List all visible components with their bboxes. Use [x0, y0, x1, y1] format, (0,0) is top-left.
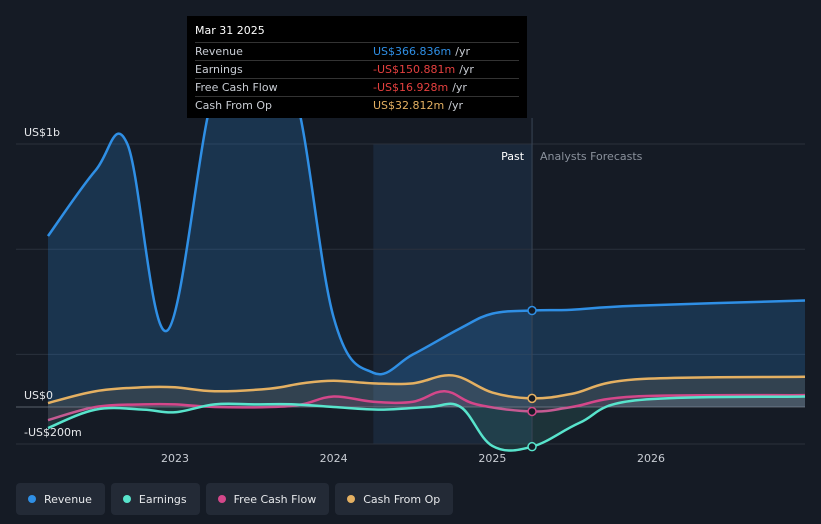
legend-label: Free Cash Flow	[233, 492, 317, 506]
tooltip-value: US$32.812m	[373, 99, 445, 112]
tooltip-label: Free Cash Flow	[195, 81, 278, 94]
free-cash-flow-line	[47, 389, 806, 422]
legend-dot-icon	[122, 495, 131, 503]
tooltip-row-cash-from-op: Cash From Op US$32.812m /yr	[195, 96, 519, 114]
legend-dot-icon	[347, 495, 356, 503]
revenue-area	[48, 69, 805, 408]
revenue-line	[46, 68, 806, 376]
legend-label: Earnings	[138, 492, 187, 506]
earnings-line	[47, 395, 806, 452]
tooltip-value: -US$16.928m	[373, 81, 449, 94]
x-tick-label: 2026	[637, 452, 665, 465]
forecast-label: Analysts Forecasts	[540, 150, 643, 163]
legend-item-cash-from-op[interactable]: Cash From Op	[335, 483, 454, 515]
earnings-area	[48, 396, 805, 451]
tooltip-unit: /yr	[452, 81, 467, 94]
tooltip-value: -US$150.881m	[373, 63, 456, 76]
y-label-top: US$1b	[24, 126, 60, 139]
tooltip-unit: /yr	[459, 63, 474, 76]
legend-label: Revenue	[44, 492, 92, 506]
cash-from-op-marker	[527, 393, 537, 404]
y-label-bottom: -US$200m	[24, 426, 82, 439]
legend-item-earnings[interactable]: Earnings	[110, 483, 200, 515]
revenue-marker	[527, 305, 537, 316]
tooltip-label: Cash From Op	[195, 99, 273, 112]
legend-label: Cash From Op	[363, 492, 441, 506]
tooltip-row-free-cash-flow: Free Cash Flow -US$16.928m /yr	[195, 78, 519, 96]
legend-dot-icon	[28, 495, 36, 503]
x-tick-label: 2023	[161, 452, 189, 465]
tooltip-date: Mar 31 2025	[195, 24, 265, 37]
legend: Revenue Earnings Free Cash Flow Cash Fro…	[16, 483, 454, 515]
x-tick-label: 2024	[320, 452, 348, 465]
cash-from-op-line	[47, 373, 806, 405]
past-label: Past	[501, 150, 525, 163]
tooltip-label: Earnings	[195, 63, 243, 76]
legend-item-revenue[interactable]: Revenue	[16, 483, 105, 515]
x-tick-label: 2025	[478, 452, 506, 465]
tooltip-unit: /yr	[448, 99, 463, 112]
free-cash-flow-marker	[527, 406, 537, 417]
legend-dot-icon	[217, 495, 226, 503]
y-label-zero: US$0	[24, 389, 53, 402]
earnings-marker	[527, 441, 537, 452]
tooltip: Mar 31 2025 Revenue US$366.836m /yr Earn…	[187, 16, 527, 118]
tooltip-value: US$366.836m	[373, 45, 452, 58]
tooltip-unit: /yr	[455, 45, 470, 58]
chart-svg: US$1b US$0 -US$200m Past Analysts Forecasts 2…	[16, 68, 806, 465]
tooltip-label: Revenue	[195, 45, 243, 58]
tooltip-row-earnings: Earnings -US$150.881m /yr	[195, 60, 519, 78]
tooltip-row-revenue: Revenue US$366.836m /yr	[195, 42, 519, 60]
legend-item-free-cash-flow[interactable]: Free Cash Flow	[205, 483, 330, 515]
